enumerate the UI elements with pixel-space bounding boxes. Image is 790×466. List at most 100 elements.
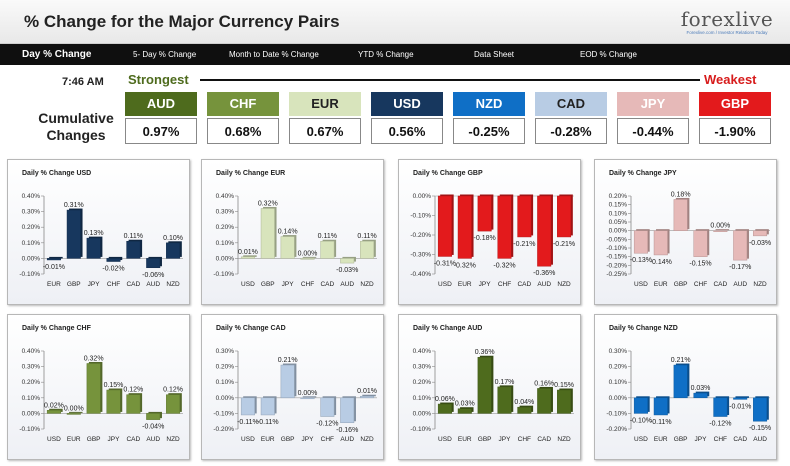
- y-tick-label: 0.40%: [413, 348, 432, 355]
- bar: [146, 258, 161, 269]
- x-tick-label: CAD: [733, 436, 747, 443]
- bar: [126, 394, 141, 414]
- tab-data-sheet[interactable]: Data Sheet: [474, 50, 515, 59]
- forexlive-logo: forexlive Forexlive.com / Investor Relat…: [672, 8, 782, 38]
- bar: [537, 195, 552, 267]
- x-tick-label: CHF: [714, 436, 727, 443]
- x-tick-label: CAD: [126, 281, 140, 288]
- currency-code: AUD: [125, 92, 197, 116]
- data-label: -0.14%: [650, 259, 672, 266]
- y-tick-label: -0.25%: [606, 271, 627, 278]
- y-tick-label: 0.30%: [22, 209, 41, 216]
- x-tick-label: EUR: [67, 436, 81, 443]
- bar: [106, 258, 121, 262]
- bar: [146, 413, 161, 420]
- chart-title: Daily % Change CHF: [22, 325, 91, 332]
- y-tick-label: -0.10%: [19, 271, 40, 278]
- y-tick-label: -0.10%: [213, 271, 234, 278]
- bar: [86, 363, 101, 414]
- bar: [733, 230, 748, 261]
- y-tick-label: -0.10%: [606, 410, 627, 417]
- bar: [557, 389, 572, 414]
- chart-eur: 0.40% 0.30% 0.20% 0.10% 0.00% -0.10% 0.01% USD 0…: [213, 193, 377, 288]
- data-label: -0.13%: [630, 257, 652, 264]
- bar: [240, 256, 255, 259]
- data-label: 0.01%: [357, 388, 377, 395]
- y-tick-label: 0.40%: [216, 193, 235, 200]
- x-tick-label: EUR: [458, 436, 472, 443]
- x-tick-label: CAD: [537, 436, 551, 443]
- currency-box-chf: CHF 0.68%: [207, 92, 279, 144]
- x-tick-label: EUR: [654, 281, 668, 288]
- x-tick-label: GBP: [478, 436, 492, 443]
- x-tick-label: EUR: [458, 281, 472, 288]
- chart-cad: 0.30%0.20%0.10%0.00%-0.10%-0.20%-0.11%US…: [213, 348, 377, 443]
- chart-panel-gbp: Daily % Change GBP 0.00% -0.10% -0.20% -0.3…: [398, 159, 581, 305]
- bar: [537, 388, 552, 414]
- bar: [320, 240, 335, 259]
- currency-code: CHF: [207, 92, 279, 116]
- x-tick-label: USD: [438, 281, 452, 288]
- currency-value: 0.67%: [289, 118, 361, 144]
- x-tick-label: USD: [241, 281, 255, 288]
- bar: [320, 397, 335, 417]
- chart-title: Daily % Change GBP: [413, 170, 483, 177]
- data-label: 0.31%: [64, 202, 84, 209]
- data-label: -0.04%: [142, 424, 164, 431]
- tab-ytd-change[interactable]: YTD % Change: [358, 50, 414, 59]
- data-label: -0.15%: [749, 425, 771, 432]
- y-tick-label: -0.20%: [213, 426, 234, 433]
- bar-shadow: [69, 411, 83, 413]
- currency-box-nzd: NZD -0.25%: [453, 92, 525, 144]
- data-label: -0.32%: [493, 262, 515, 269]
- x-tick-label: JPY: [499, 436, 512, 443]
- x-tick-label: GBP: [261, 281, 275, 288]
- bar: [673, 199, 688, 231]
- data-label: -0.15%: [689, 261, 711, 268]
- x-tick-label: GBP: [87, 436, 101, 443]
- bar: [300, 397, 315, 400]
- y-tick-label: 0.10%: [216, 379, 235, 386]
- y-tick-label: 0.30%: [216, 348, 235, 355]
- bar: [166, 242, 181, 259]
- bar-shadow: [715, 229, 730, 231]
- y-tick-label: 0.30%: [413, 364, 432, 371]
- data-label: 0.11%: [357, 233, 376, 240]
- data-label: -0.01%: [729, 403, 751, 410]
- bar: [86, 237, 101, 259]
- cumulative-changes-label: Cumulative Changes: [38, 110, 114, 143]
- chart-nzd: 0.30%0.20%0.10%0.00%-0.10%-0.20%-0.10%US…: [606, 348, 771, 443]
- tab-month-to-date-change[interactable]: Month to Date % Change: [229, 50, 319, 59]
- y-tick-label: -0.20%: [606, 426, 627, 433]
- chart-panel-chf: Daily % Change CHF 0.40% 0.30% 0.20% 0.10% 0…: [7, 314, 190, 460]
- x-tick-label: CHF: [694, 281, 707, 288]
- currency-value: -0.25%: [453, 118, 525, 144]
- bar: [280, 364, 295, 399]
- data-label: 0.36%: [475, 349, 495, 356]
- strength-arrow-line: [200, 79, 700, 81]
- x-tick-label: USD: [241, 436, 255, 443]
- y-tick-label: 0.40%: [22, 348, 41, 355]
- y-tick-label: 0.00%: [413, 193, 432, 200]
- bar: [633, 230, 648, 254]
- x-tick-label: CHF: [321, 436, 334, 443]
- data-label: 0.32%: [258, 200, 278, 207]
- x-tick-label: JPY: [695, 436, 708, 443]
- data-label: 0.00%: [710, 223, 730, 230]
- bar: [517, 195, 532, 238]
- tab-eod-change[interactable]: EOD % Change: [580, 50, 637, 59]
- currency-value: 0.68%: [207, 118, 279, 144]
- bar: [46, 258, 61, 261]
- bar: [693, 392, 708, 399]
- tab-bar: Day % Change 5- Day % Change Month to Da…: [0, 44, 790, 65]
- data-label: 0.04%: [514, 399, 534, 406]
- tab-5-day-change[interactable]: 5- Day % Change: [133, 50, 197, 59]
- tab-day-change[interactable]: Day % Change: [22, 49, 92, 60]
- x-tick-label: NZD: [753, 281, 767, 288]
- x-tick-label: GBP: [281, 436, 295, 443]
- bar: [477, 356, 492, 414]
- data-label: -0.16%: [336, 427, 358, 434]
- data-label: 0.03%: [455, 401, 475, 408]
- x-tick-label: USD: [438, 436, 452, 443]
- header-bar: % Change for the Major Currency Pairs fo…: [0, 0, 790, 44]
